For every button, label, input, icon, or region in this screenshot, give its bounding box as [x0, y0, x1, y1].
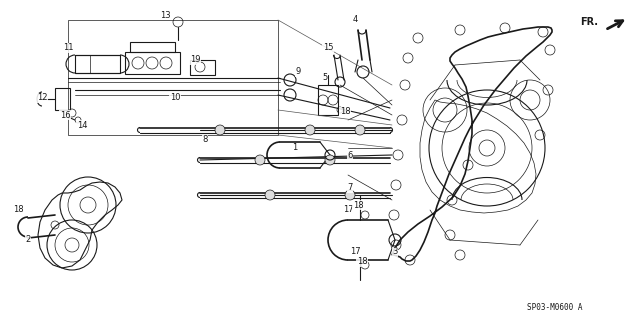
Text: 16: 16: [60, 110, 70, 120]
Bar: [318, 85, 338, 115]
Text: FR.: FR.: [580, 17, 598, 27]
Bar: [75, 55, 120, 73]
Text: 14: 14: [77, 121, 87, 130]
Text: 18: 18: [340, 108, 350, 116]
Circle shape: [265, 190, 275, 200]
Text: 8: 8: [202, 136, 208, 145]
Circle shape: [215, 125, 225, 135]
Text: 5: 5: [323, 73, 328, 83]
Text: 1: 1: [292, 144, 298, 152]
Bar: [55, 88, 70, 110]
Circle shape: [345, 190, 355, 200]
Bar: [130, 42, 175, 52]
Bar: [68, 20, 278, 135]
Circle shape: [325, 155, 335, 165]
Text: SP03-M0600 A: SP03-M0600 A: [527, 303, 583, 313]
Text: 11: 11: [63, 43, 73, 53]
Text: 3: 3: [392, 248, 397, 256]
Bar: [190, 60, 215, 75]
Text: 18: 18: [353, 201, 364, 210]
Bar: [125, 52, 180, 74]
Text: 17: 17: [349, 248, 360, 256]
Circle shape: [255, 155, 265, 165]
Text: 18: 18: [13, 205, 23, 214]
Text: 19: 19: [189, 56, 200, 64]
Text: 10: 10: [170, 93, 180, 102]
Text: 7: 7: [348, 183, 353, 192]
Circle shape: [305, 125, 315, 135]
Text: 17: 17: [342, 205, 353, 214]
Text: 2: 2: [26, 235, 31, 244]
Circle shape: [355, 125, 365, 135]
Text: 4: 4: [353, 16, 358, 25]
Text: 6: 6: [348, 151, 353, 160]
Text: 12: 12: [36, 93, 47, 102]
Text: 15: 15: [323, 43, 333, 53]
Text: 9: 9: [296, 68, 301, 77]
Text: 13: 13: [160, 11, 170, 19]
Text: 18: 18: [356, 257, 367, 266]
